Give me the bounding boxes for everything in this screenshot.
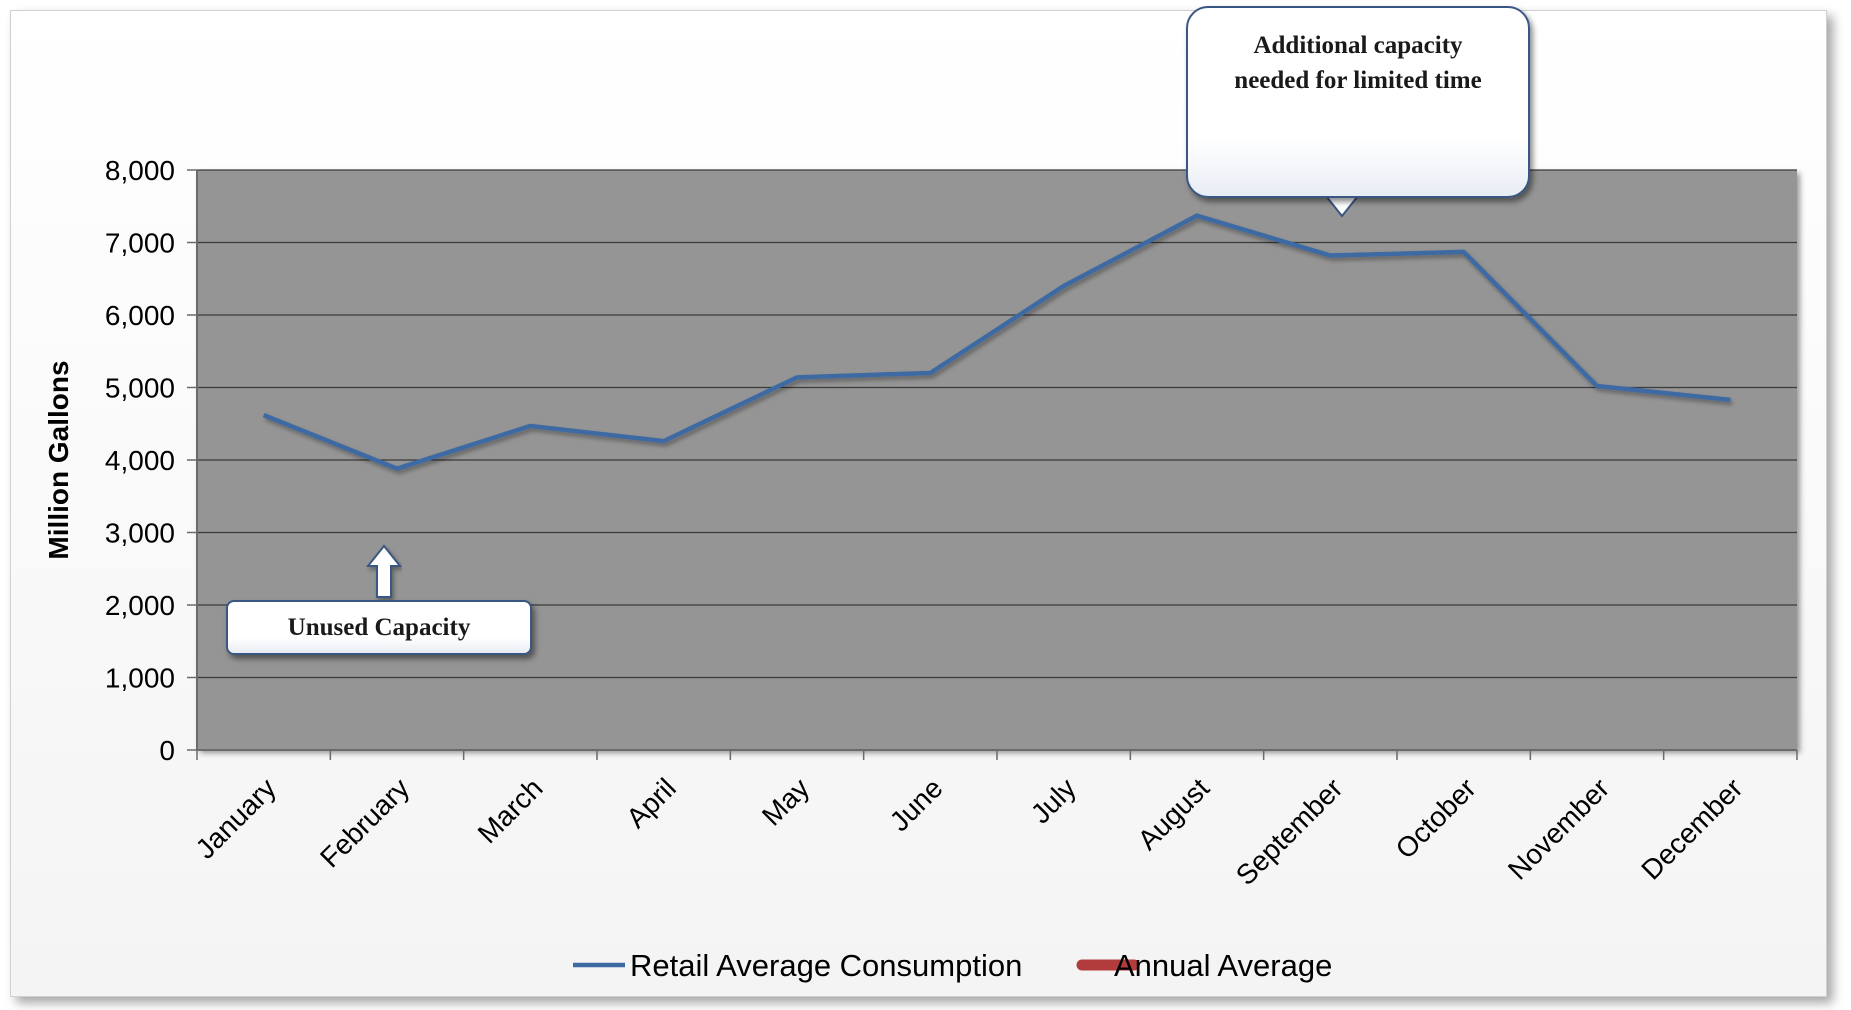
y-tick-label: 5,000 [105,373,175,404]
x-tick-label: November [1502,772,1615,885]
x-tick-label: December [1635,772,1748,885]
callout-unused-capacity: Unused Capacity [226,600,532,655]
y-axis-label: Million Gallons [43,360,74,559]
y-tick-label: 4,000 [105,445,175,476]
x-tick-label: July [1025,772,1082,829]
legend: Retail Average Consumption Annual Average [573,948,1332,983]
x-tick-label: May [756,772,815,831]
callout-unused-capacity-text: Unused Capacity [287,614,471,641]
callout-additional-capacity-text: Additional capacity needed for limited t… [1234,32,1482,94]
x-tick-label: January [190,772,282,864]
y-tick-label: 2,000 [105,590,175,621]
callout-arrows [365,195,1361,598]
legend-label: Retail Average Consumption [630,948,1022,983]
y-tick-label: 7,000 [105,228,175,259]
series-line-retail-consumption [262,213,1731,471]
series-lines [258,213,1736,471]
y-tick-label: 0 [159,735,175,766]
arrow-up-icon [365,544,403,598]
x-tick-label: April [620,772,682,834]
x-tick-label: June [884,772,949,837]
x-axis-ticks: January February March April May June July Augu… [190,750,1798,891]
x-tick-label: March [472,772,549,849]
callout-additional-capacity: Additional capacity needed for limited t… [1186,6,1530,198]
x-tick-label: February [314,772,415,873]
y-tick-label: 6,000 [105,300,175,331]
y-axis-ticks: 0 1,000 2,000 3,000 4,000 5,000 6,000 7,000 8,00… [105,155,197,766]
x-tick-label: August [1132,772,1216,856]
x-tick-label: September [1230,772,1349,891]
y-tick-label: 3,000 [105,518,175,549]
y-tick-label: 8,000 [105,155,175,186]
x-tick-label: October [1390,772,1482,864]
y-tick-label: 1,000 [105,663,175,694]
legend-label: Annual Average [1114,948,1332,983]
